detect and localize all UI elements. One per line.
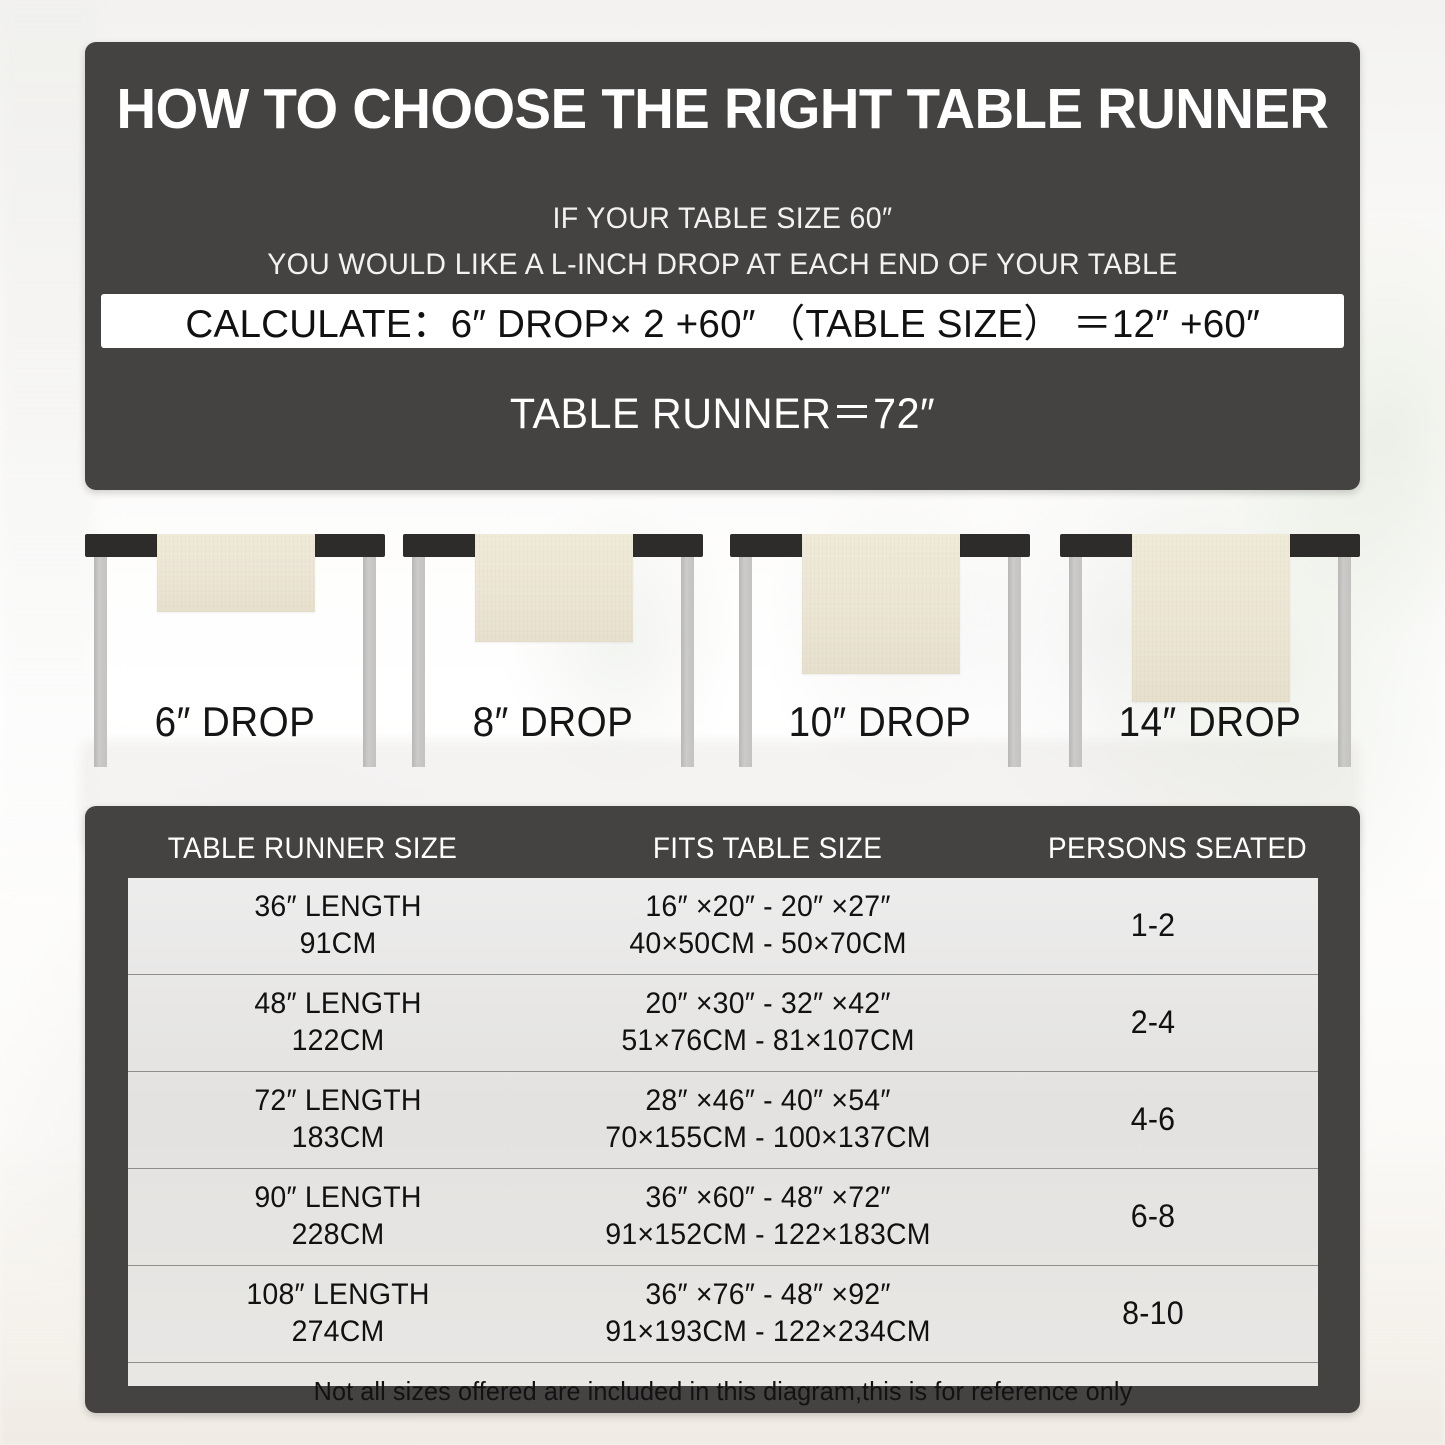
tabletop-left-edge (730, 534, 808, 557)
cell-persons-seated: 8-10 (988, 1294, 1318, 1333)
runner-size-cm: 122CM (291, 1024, 385, 1057)
drop-label: 10″ DROP (788, 698, 972, 745)
cell-runner-size: 48″ LENGTH 122CM (128, 986, 548, 1059)
table-leg-right (363, 557, 376, 767)
drop-label: 8″ DROP (472, 698, 634, 745)
drop-label: 14″ DROP (1118, 698, 1302, 745)
fits-size-inches: 36″ ×76″ - 48″ ×92″ (645, 1278, 891, 1312)
table-header-row: TABLE RUNNER SIZE FITS TABLE SIZE PERSON… (85, 822, 1360, 876)
drop-illustrations: 6″ DROP 8″ DROP 10″ DROP 14″ DROP (85, 512, 1360, 790)
subtitle-line-1: IF YOUR TABLE SIZE 60″ (552, 202, 893, 235)
table-row: 72″ LENGTH 183CM 28″ ×46″ - 40″ ×54″ 70×… (128, 1072, 1318, 1169)
table-leg-right (1008, 557, 1021, 767)
fits-size-cm: 40×50CM - 50×70CM (629, 927, 907, 960)
fits-size-inches: 20″ ×30″ - 32″ ×42″ (645, 987, 891, 1021)
fits-size-cm: 91×193CM - 122×234CM (605, 1315, 931, 1348)
table-leg-left (94, 557, 107, 767)
runner-size-cm: 274CM (291, 1315, 385, 1348)
drop-example-14in: 14″ DROP (1060, 512, 1360, 790)
drop-example-6in: 6″ DROP (85, 512, 385, 790)
cell-fits-table-size: 28″ ×46″ - 40″ ×54″ 70×155CM - 100×137CM (548, 1083, 988, 1156)
cell-fits-table-size: 36″ ×60″ - 48″ ×72″ 91×152CM - 122×183CM (548, 1180, 988, 1253)
table-row: 90″ LENGTH 228CM 36″ ×60″ - 48″ ×72″ 91×… (128, 1169, 1318, 1266)
page-title: HOW TO CHOOSE THE RIGHT TABLE RUNNER (116, 77, 1329, 141)
table-leg-left (1069, 557, 1082, 767)
table-row: 36″ LENGTH 91CM 16″ ×20″ - 20″ ×27″ 40×5… (128, 878, 1318, 975)
table-leg-right (681, 557, 694, 767)
tabletop-right-edge (1282, 534, 1360, 557)
column-header-fits-table-size: FITS TABLE SIZE (652, 832, 883, 865)
runner-size-inches: 48″ LENGTH (254, 987, 422, 1021)
cell-persons-seated: 1-2 (988, 906, 1318, 945)
table-runner-fabric (802, 534, 960, 674)
persons-seated-value: 2-4 (1130, 1004, 1176, 1041)
instruction-panel: HOW TO CHOOSE THE RIGHT TABLE RUNNER IF … (85, 42, 1360, 490)
footnote-text: Not all sizes offered are included in th… (313, 1376, 1133, 1406)
fits-size-cm: 51×76CM - 81×107CM (621, 1024, 915, 1057)
fits-size-cm: 91×152CM - 122×183CM (605, 1218, 931, 1251)
cell-fits-table-size: 16″ ×20″ - 20″ ×27″ 40×50CM - 50×70CM (548, 889, 988, 962)
column-header-runner-size: TABLE RUNNER SIZE (167, 832, 458, 865)
table-runner-fabric (1132, 534, 1290, 702)
table-leg-left (412, 557, 425, 767)
cell-runner-size: 108″ LENGTH 274CM (128, 1277, 548, 1350)
runner-result: TABLE RUNNER＝72″ (509, 390, 936, 438)
cell-runner-size: 72″ LENGTH 183CM (128, 1083, 548, 1156)
cell-persons-seated: 6-8 (988, 1197, 1318, 1236)
tabletop-left-edge (85, 534, 163, 557)
table-leg-right (1338, 557, 1351, 767)
cell-fits-table-size: 36″ ×76″ - 48″ ×92″ 91×193CM - 122×234CM (548, 1277, 988, 1350)
cell-fits-table-size: 20″ ×30″ - 32″ ×42″ 51×76CM - 81×107CM (548, 986, 988, 1059)
runner-size-inches: 72″ LENGTH (254, 1084, 422, 1118)
tabletop-right-edge (952, 534, 1030, 557)
runner-size-cm: 91CM (299, 927, 377, 960)
runner-size-inches: 90″ LENGTH (254, 1181, 422, 1215)
fits-size-inches: 36″ ×60″ - 48″ ×72″ (645, 1181, 891, 1215)
table-leg-left (739, 557, 752, 767)
subtitle-line-2: YOU WOULD LIKE A L-INCH DROP AT EACH END… (267, 248, 1178, 281)
table-footnote-row: Not all sizes offered are included in th… (128, 1363, 1318, 1420)
column-header-persons-seated: PERSONS SEATED (1048, 832, 1307, 865)
runner-size-inches: 36″ LENGTH (254, 890, 422, 924)
table-runner-fabric (157, 534, 315, 612)
cell-persons-seated: 2-4 (988, 1003, 1318, 1042)
size-table-panel: TABLE RUNNER SIZE FITS TABLE SIZE PERSON… (85, 806, 1360, 1413)
drop-example-10in: 10″ DROP (730, 512, 1030, 790)
persons-seated-value: 8-10 (1122, 1295, 1184, 1332)
runner-size-cm: 183CM (291, 1121, 385, 1154)
calculation-box: CALCULATE：6″ DROP× 2 +60″ （TABLE SIZE） ＝… (101, 294, 1344, 348)
persons-seated-value: 4-6 (1130, 1101, 1176, 1138)
calculation-formula: CALCULATE：6″ DROP× 2 +60″ （TABLE SIZE） ＝… (185, 303, 1260, 346)
table-runner-fabric (475, 534, 633, 642)
fits-size-inches: 28″ ×46″ - 40″ ×54″ (645, 1084, 891, 1118)
cell-runner-size: 90″ LENGTH 228CM (128, 1180, 548, 1253)
tabletop-left-edge (1060, 534, 1138, 557)
size-table-body: 36″ LENGTH 91CM 16″ ×20″ - 20″ ×27″ 40×5… (128, 878, 1318, 1406)
runner-size-cm: 228CM (291, 1218, 385, 1251)
table-row: 108″ LENGTH 274CM 36″ ×76″ - 48″ ×92″ 91… (128, 1266, 1318, 1363)
cell-persons-seated: 4-6 (988, 1100, 1318, 1139)
table-row: 48″ LENGTH 122CM 20″ ×30″ - 32″ ×42″ 51×… (128, 975, 1318, 1072)
drop-example-8in: 8″ DROP (403, 512, 703, 790)
runner-size-inches: 108″ LENGTH (246, 1278, 430, 1312)
cell-runner-size: 36″ LENGTH 91CM (128, 889, 548, 962)
persons-seated-value: 6-8 (1130, 1198, 1176, 1235)
tabletop-right-edge (307, 534, 385, 557)
persons-seated-value: 1-2 (1130, 907, 1176, 944)
background-window (0, 0, 96, 900)
tabletop-right-edge (625, 534, 703, 557)
fits-size-inches: 16″ ×20″ - 20″ ×27″ (645, 890, 891, 924)
drop-label: 6″ DROP (154, 698, 316, 745)
fits-size-cm: 70×155CM - 100×137CM (605, 1121, 931, 1154)
tabletop-left-edge (403, 534, 481, 557)
